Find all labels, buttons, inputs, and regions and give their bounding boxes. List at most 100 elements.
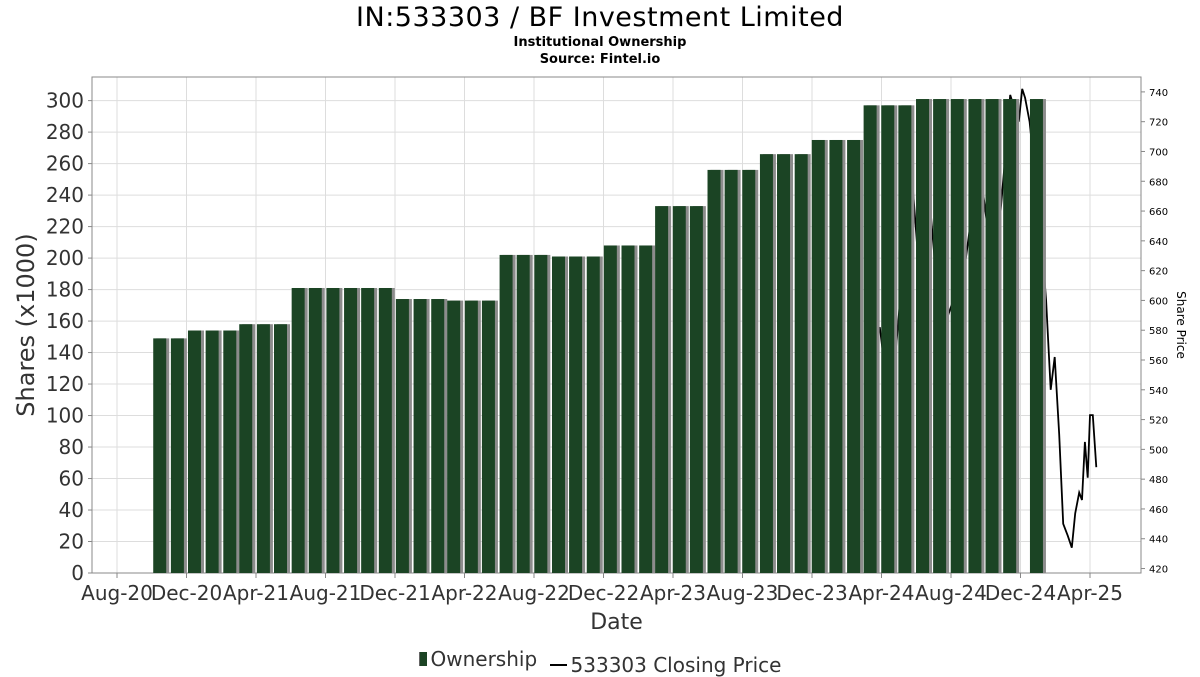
bar (603, 245, 620, 573)
bar-fill (724, 169, 738, 573)
bar (586, 256, 603, 573)
bar (881, 105, 898, 573)
bar (499, 254, 516, 573)
y-tick-label: 200 (46, 246, 84, 270)
bar (985, 99, 1002, 574)
bar-fill (170, 338, 184, 573)
bar-fill (464, 300, 478, 573)
bar (326, 287, 343, 573)
bar-layer (153, 99, 1046, 574)
y2-tick-label: 660 (1149, 207, 1168, 218)
bar (239, 324, 256, 573)
bar-fill (759, 154, 773, 573)
y-tick-label: 160 (46, 309, 84, 333)
bar (551, 256, 568, 573)
bar (273, 324, 290, 573)
bar-fill (273, 324, 287, 573)
bar-fill (361, 287, 375, 573)
bar-fill (707, 169, 721, 573)
y-tick-label: 120 (46, 372, 84, 396)
y2-tick-label: 640 (1149, 237, 1168, 248)
bar (569, 256, 586, 573)
bar (153, 338, 170, 573)
x-tick-label: Apr-25 (1057, 581, 1123, 605)
bar-fill (551, 256, 565, 573)
bar-fill (378, 287, 392, 573)
chart-subtitle: Institutional Ownership (513, 35, 687, 50)
bar-fill (481, 300, 495, 573)
y-tick-label: 140 (46, 341, 84, 365)
legend-ownership: Ownership (418, 647, 538, 671)
y-tick-label: 60 (59, 467, 84, 491)
y2-tick-label: 720 (1149, 118, 1168, 129)
bar (481, 300, 498, 573)
bar-fill (395, 299, 409, 573)
y2-tick-label: 520 (1149, 416, 1168, 427)
bar-fill (1003, 99, 1017, 574)
bar (655, 206, 672, 573)
x-tick-label: Dec-22 (568, 581, 639, 605)
bar (707, 169, 724, 573)
bar (898, 105, 915, 573)
bar (308, 287, 325, 573)
bar-fill (153, 338, 167, 573)
bar (187, 330, 204, 573)
y2-tick-label: 480 (1149, 475, 1168, 486)
bar (847, 139, 864, 573)
y2-tick-label: 420 (1149, 565, 1168, 576)
bar-fill (223, 330, 237, 573)
y2-tick-label: 500 (1149, 445, 1168, 456)
bar (933, 99, 950, 574)
y2-tick-label: 580 (1149, 326, 1168, 337)
bar (223, 330, 240, 573)
bar-fill (794, 154, 808, 573)
bar-fill (516, 254, 530, 573)
x-tick-label: Dec-20 (151, 581, 222, 605)
bar-fill (950, 99, 964, 574)
y-tick-label: 40 (59, 498, 84, 522)
bar-fill (916, 99, 930, 574)
y-tick-label: 300 (46, 89, 84, 113)
bar-fill (308, 287, 322, 573)
bar (794, 154, 811, 573)
bar-fill (1029, 99, 1043, 574)
bar (968, 99, 985, 574)
y2-tick-label: 440 (1149, 535, 1168, 546)
bar (829, 139, 846, 573)
y-tick-label: 220 (46, 215, 84, 239)
bar-fill (933, 99, 947, 574)
bar-fill (811, 139, 825, 573)
bar (534, 254, 551, 573)
bar-fill (569, 256, 583, 573)
bar (516, 254, 533, 573)
axis-layer: 0 20 40 60 80 100 120 140 160 180 200 220 240 260 280 3… (46, 88, 1168, 605)
y-tick-label: 100 (46, 404, 84, 428)
y2-tick-label: 620 (1149, 267, 1168, 278)
bar (1003, 99, 1020, 574)
bar (431, 299, 448, 573)
x-axis-label: Date (590, 610, 643, 635)
legend-ownership-label: Ownership (430, 647, 538, 671)
chart-title: IN:533303 / BF Investment Limited (356, 2, 844, 33)
bar (863, 105, 880, 573)
legend-price-label: 533303 Closing Price (570, 653, 782, 677)
bar-fill (863, 105, 877, 573)
bar-fill (291, 287, 305, 573)
bar (344, 287, 361, 573)
bar-fill (689, 206, 703, 573)
bar (916, 99, 933, 574)
bar (950, 99, 967, 574)
bar (724, 169, 741, 573)
bar (672, 206, 689, 573)
bar-fill (985, 99, 999, 574)
bar-fill (413, 299, 427, 573)
bar (205, 330, 222, 573)
bar (759, 154, 776, 573)
bar-fill (777, 154, 791, 573)
ownership-chart: 0 20 40 60 80 100 120 140 160 180 200 220 240 260 280 3… (12, 76, 1188, 635)
bar (464, 300, 481, 573)
bar-fill (898, 105, 912, 573)
y2-tick-label: 540 (1149, 386, 1168, 397)
y2-tick-label: 700 (1149, 147, 1168, 158)
bar (256, 324, 273, 573)
